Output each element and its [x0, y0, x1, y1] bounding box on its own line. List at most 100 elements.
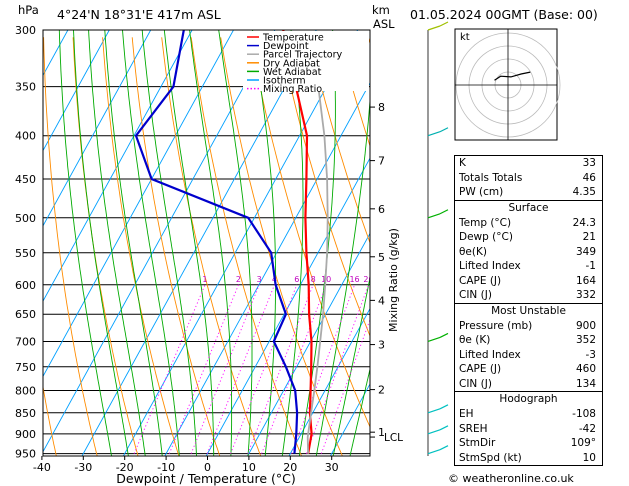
wind-barb	[427, 429, 441, 435]
wind-barb	[427, 131, 441, 137]
wet-adiabat-line	[349, 366, 370, 456]
hodograph-kt-label: kt	[460, 32, 470, 43]
series-dewpoint-line	[134, 30, 299, 454]
wind-barb-flag	[439, 21, 449, 27]
wet-adiabat-line	[73, 30, 129, 456]
mixing-ratio-label: 3	[257, 275, 262, 284]
hodograph-row: EH -108	[459, 408, 596, 420]
wet-adiabat-line	[58, 30, 112, 456]
series-parcel-trajectory-line	[306, 86, 329, 454]
profile-lines	[134, 30, 329, 454]
legend-label: Temperature	[262, 33, 324, 44]
mixing-ratio-label: 2	[236, 275, 241, 284]
mixing-ratio-label: 16	[349, 275, 359, 284]
dry-adiabat-line	[43, 37, 98, 456]
lcl-label: LCL	[384, 432, 403, 444]
dry-adiabat-line	[249, 37, 370, 428]
mixing-ratio-label: 20	[363, 275, 373, 284]
most-unstable-title: Most Unstable	[455, 302, 602, 319]
wet-adiabat-line	[88, 30, 146, 456]
temperature-tick-label: -10	[157, 461, 175, 474]
hodograph-trace	[494, 71, 531, 81]
isotherm-line	[43, 30, 193, 303]
isotherm-line	[81, 30, 317, 456]
datetime-label: 01.05.2024 00GMT (Base: 00)	[410, 7, 598, 22]
legend-label: Mixing Ratio	[263, 84, 322, 95]
isotherm-line	[247, 232, 370, 456]
temperature-tick-label: 20	[283, 461, 297, 474]
dry-adiabat-line	[131, 37, 221, 456]
most-unstable-row: θe (K) 352	[459, 334, 596, 346]
wet-adiabat-line	[141, 30, 197, 456]
background-lines: 1 2 3 4 6 8 10 16 20 25	[43, 30, 373, 456]
wind-barb-flag	[439, 332, 449, 338]
legend-label: Isotherm	[263, 76, 306, 87]
isotherm-line	[43, 30, 152, 227]
dry-adiabat-line	[190, 37, 302, 456]
surface-row: CIN (J) 332	[459, 289, 596, 301]
wind-barb-flag	[439, 425, 449, 431]
surface-row: θe(K) 349	[459, 245, 596, 258]
pressure-tick-label: 550	[15, 247, 36, 260]
wet-adiabat-line	[163, 30, 215, 456]
copyright-label: © weatheronline.co.uk	[448, 472, 574, 485]
mixing-ratio-line	[206, 284, 275, 454]
km-tick-label: 3	[378, 339, 385, 352]
index-row-pw: PW (cm) 4.35	[459, 186, 596, 198]
mixing-ratio-label: 6	[294, 275, 299, 284]
wind-barb-flag	[439, 404, 449, 410]
km-tick-label: 4	[378, 294, 385, 307]
legend-background	[243, 31, 369, 91]
temperature-tick-label: -30	[74, 461, 92, 474]
surface-row: Temp (°C) 24.3	[459, 216, 596, 229]
surface-title: Surface	[455, 199, 602, 216]
temperature-tick-label: -40	[33, 461, 51, 474]
wet-adiabat-line	[218, 30, 253, 456]
isotherm-line	[123, 30, 359, 456]
pressure-tick-label: 750	[15, 361, 36, 374]
wind-barb-flag	[439, 445, 449, 451]
x-axis-label: Dewpoint / Temperature (°C)	[116, 471, 295, 486]
legend-label: Dry Adiabat	[263, 58, 320, 69]
isotherm-line	[164, 81, 370, 456]
most-unstable-row: CIN (J) 134	[459, 377, 596, 390]
wet-adiabat-line	[104, 30, 163, 456]
wet-adiabat-line	[332, 275, 370, 456]
pressure-tick-label: 500	[15, 212, 36, 225]
pressure-tick-label: 450	[15, 173, 36, 186]
mixing-ratio-line	[190, 284, 260, 454]
pressure-unit-label: hPa	[18, 3, 39, 17]
wet-adiabat-line	[122, 30, 180, 456]
wet-adiabat-line	[252, 30, 277, 456]
km-tick-label: 7	[378, 155, 385, 168]
mixing-ratio-line	[133, 284, 206, 454]
series-temperature-line	[282, 30, 313, 454]
wind-barbs	[427, 21, 449, 456]
isotherm-line	[43, 30, 234, 378]
pressure-tick-label: 700	[15, 335, 36, 348]
legend-label: Parcel Trajectory	[263, 50, 343, 61]
surface-row: Lifted Index -1	[459, 260, 596, 272]
wind-barb	[427, 213, 441, 219]
pressure-tick-label: 900	[15, 428, 36, 441]
hodograph-row: StmSpd (kt) 10	[459, 451, 596, 464]
isotherm-line	[43, 30, 110, 152]
wind-barb-flag	[439, 127, 449, 133]
dry-adiabat-line	[220, 37, 343, 456]
temperature-tick-label: 30	[325, 461, 339, 474]
wet-adiabat-line	[189, 30, 233, 456]
isotherm-line	[43, 30, 276, 453]
mixing-ratio-line	[305, 284, 369, 454]
km-tick-label: 6	[378, 203, 385, 216]
mixing-ratio-line	[230, 284, 298, 454]
isotherm-line	[330, 383, 370, 456]
most-unstable-row: CAPE (J) 460	[459, 363, 596, 375]
surface-row: CAPE (J) 164	[459, 274, 596, 287]
isotherm-line	[205, 157, 370, 456]
dry-adiabat-line	[43, 384, 57, 456]
legend-label: Wet Adiabat	[263, 67, 322, 78]
hodograph-row: SREH -42	[459, 422, 596, 435]
mixing-ratio-line	[291, 284, 356, 454]
most-unstable-row: Pressure (mb) 900	[459, 319, 596, 332]
